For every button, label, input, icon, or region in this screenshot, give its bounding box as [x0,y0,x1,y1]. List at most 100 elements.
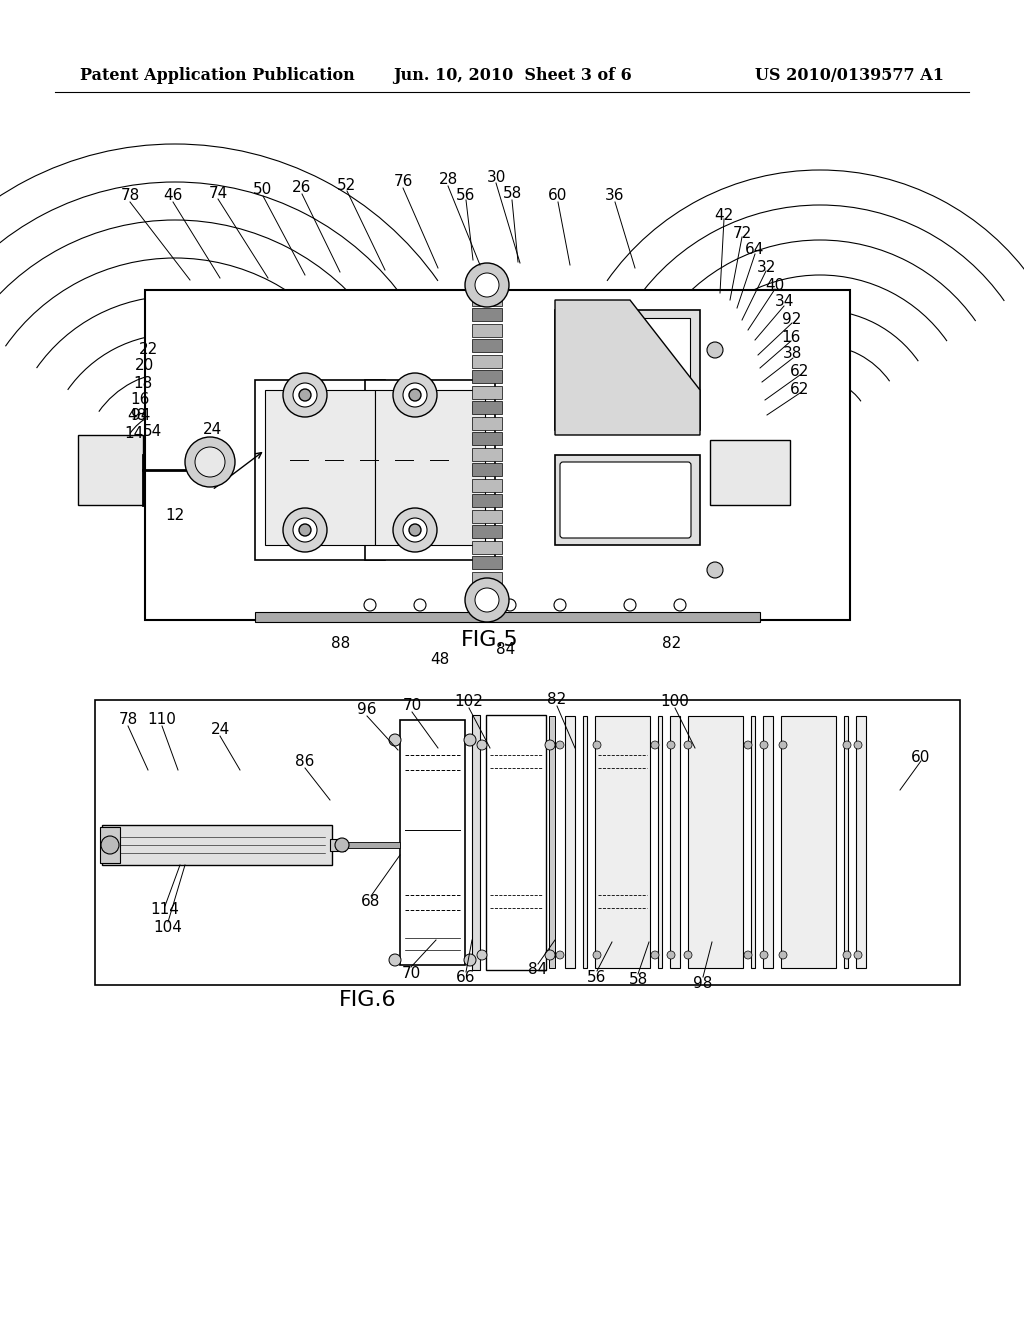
Bar [472,370,502,383]
Text: 24: 24 [210,722,229,738]
Bar [95,700,961,985]
Text: 62: 62 [791,381,810,396]
Circle shape [389,734,401,746]
Text: 98: 98 [693,975,713,990]
Bar [472,572,502,585]
Circle shape [667,950,675,960]
Text: 48: 48 [430,652,450,668]
Circle shape [393,374,437,417]
Text: 16: 16 [130,392,150,408]
Bar [549,715,555,968]
Circle shape [545,741,555,750]
Text: 16: 16 [781,330,801,345]
Circle shape [504,599,516,611]
Circle shape [651,741,659,748]
Text: 86: 86 [295,755,314,770]
Text: 82: 82 [548,693,566,708]
Circle shape [556,741,564,748]
Circle shape [475,587,499,612]
Circle shape [744,950,752,960]
Circle shape [477,950,487,960]
Circle shape [101,836,119,854]
Bar [472,463,502,477]
Circle shape [477,741,487,750]
Circle shape [593,741,601,748]
Bar [763,715,773,968]
Text: 84: 84 [497,642,516,656]
Text: 70: 70 [402,698,422,714]
Text: 60: 60 [911,750,931,764]
Text: 56: 56 [588,969,606,985]
Bar [595,715,650,968]
Text: 72: 72 [732,226,752,240]
Circle shape [707,342,723,358]
Circle shape [403,383,427,407]
Text: US 2010/0139577 A1: US 2010/0139577 A1 [755,66,944,83]
Text: 60: 60 [548,189,567,203]
Circle shape [593,950,601,960]
Text: 110: 110 [147,713,176,727]
Text: 92: 92 [782,312,802,326]
Text: 76: 76 [393,174,413,190]
Bar [472,510,502,523]
Bar [472,432,502,445]
Text: 56: 56 [457,189,476,203]
Text: 68: 68 [361,895,381,909]
Bar [856,715,866,968]
Bar [345,842,400,847]
Circle shape [414,599,426,611]
Bar [658,715,662,968]
Text: 96: 96 [357,702,377,718]
Bar [472,479,502,491]
Circle shape [389,954,401,966]
Circle shape [335,838,349,851]
Text: 54: 54 [142,425,162,440]
Bar [102,825,332,865]
Bar [555,310,700,430]
Polygon shape [555,300,700,436]
Text: 102: 102 [455,694,483,710]
Circle shape [545,950,555,960]
Text: 38: 38 [783,346,803,362]
Circle shape [293,383,317,407]
Bar [688,715,743,968]
Text: 12: 12 [165,508,184,524]
Circle shape [464,734,476,746]
Circle shape [744,741,752,748]
Bar [781,715,836,968]
Circle shape [475,273,499,297]
Bar [583,715,587,968]
Bar [472,494,502,507]
Text: 34: 34 [774,294,794,309]
Circle shape [674,599,686,611]
Text: 64: 64 [745,243,765,257]
Bar [255,380,385,560]
Circle shape [624,599,636,611]
Text: FIG.6: FIG.6 [339,990,397,1010]
Bar [400,719,465,965]
Bar [375,389,485,545]
Bar [100,828,120,863]
Bar [472,293,502,305]
Text: 32: 32 [757,260,776,275]
Bar [751,715,755,968]
Text: FIG.5: FIG.5 [461,630,519,649]
Bar [555,455,700,545]
Text: 48: 48 [127,408,146,424]
Circle shape [465,263,509,308]
Text: 30: 30 [486,169,506,185]
Circle shape [651,950,659,960]
Circle shape [465,578,509,622]
Text: 82: 82 [663,635,682,651]
Bar [565,318,690,418]
Circle shape [393,508,437,552]
Circle shape [707,562,723,578]
Circle shape [843,741,851,748]
Bar [330,840,345,851]
Circle shape [843,950,851,960]
Bar [472,556,502,569]
Text: Jun. 10, 2010  Sheet 3 of 6: Jun. 10, 2010 Sheet 3 of 6 [392,66,632,83]
Circle shape [283,508,327,552]
Bar [255,612,760,622]
Text: 114: 114 [151,903,179,917]
